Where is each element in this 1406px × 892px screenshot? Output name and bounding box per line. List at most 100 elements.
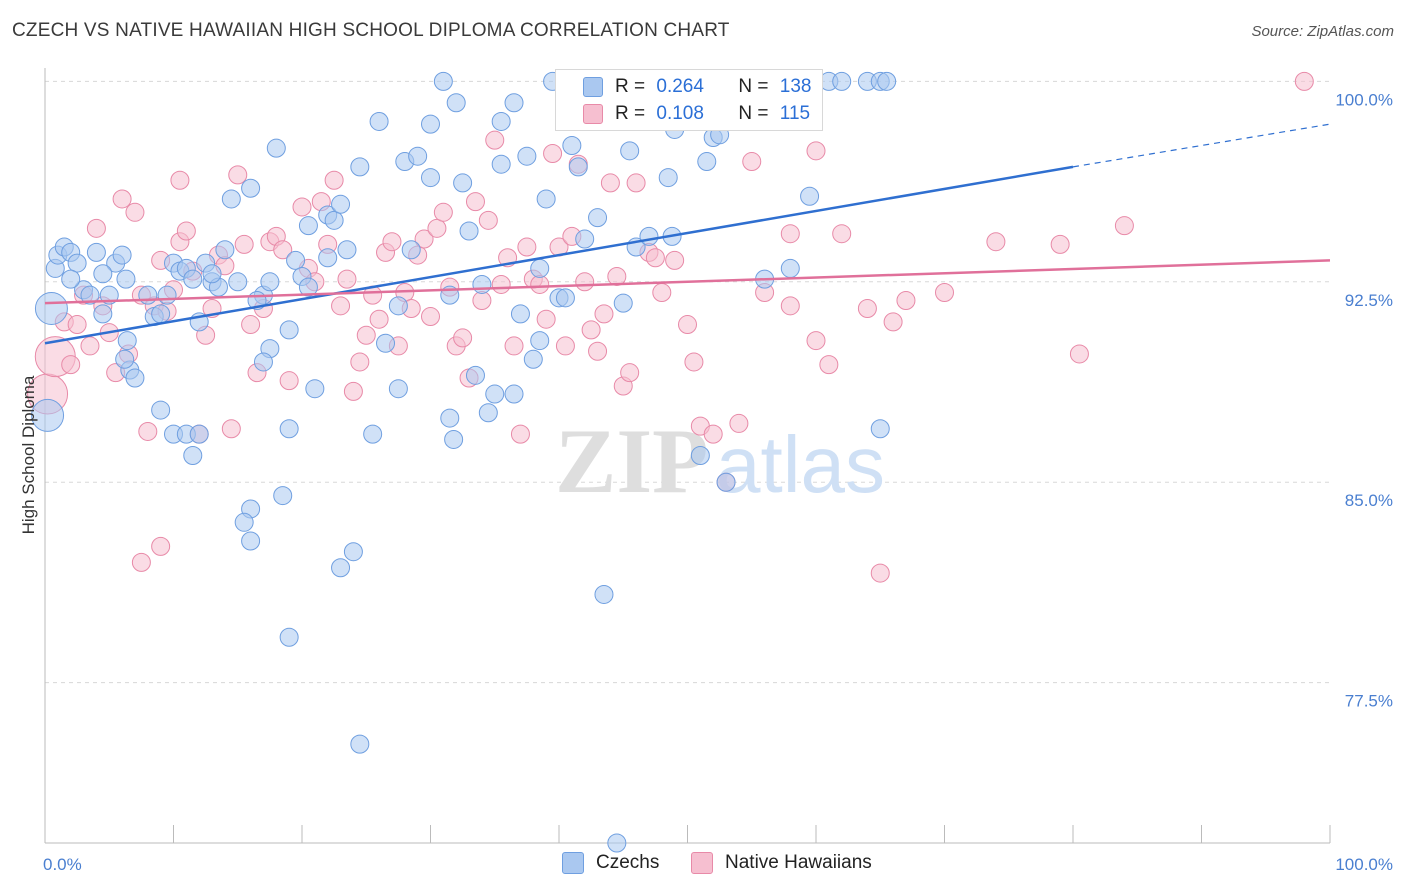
hawaiian-point bbox=[870, 563, 890, 583]
hawaiian-point bbox=[600, 173, 620, 193]
czech-point bbox=[331, 194, 351, 214]
czech-point bbox=[331, 558, 351, 578]
hawaiian-point bbox=[343, 381, 363, 401]
hawaiian-point bbox=[806, 141, 826, 161]
hawaiian-r-label: R = bbox=[615, 103, 646, 124]
czech-point bbox=[183, 269, 203, 289]
hawaiian-point bbox=[1294, 71, 1314, 91]
czech-point bbox=[260, 272, 280, 292]
hawaiian-point bbox=[896, 291, 916, 310]
hawaiian-point bbox=[504, 336, 524, 356]
x-ticks bbox=[44, 825, 1331, 843]
hawaiian-point bbox=[1114, 216, 1134, 236]
hawaiian-point bbox=[581, 320, 601, 340]
czech-point bbox=[350, 157, 370, 177]
czech-point bbox=[241, 178, 261, 198]
hawaiian-point bbox=[620, 363, 640, 383]
hawaiian-point bbox=[279, 371, 299, 391]
hawaiian-point bbox=[356, 325, 376, 345]
legend-item-native-hawaiians[interactable]: Native Hawaiians bbox=[691, 852, 872, 874]
czech-point bbox=[324, 210, 344, 230]
hawaiian-point bbox=[780, 296, 800, 316]
hawaiian-point bbox=[652, 282, 672, 302]
hawaiian-point bbox=[857, 299, 877, 319]
czech-point bbox=[408, 146, 428, 166]
czech-trend-extension bbox=[1072, 123, 1331, 168]
czech-point bbox=[568, 157, 588, 177]
czech-point bbox=[61, 269, 81, 289]
czech-point bbox=[877, 71, 897, 91]
czech-point bbox=[504, 384, 524, 404]
hawaiian-point bbox=[555, 336, 575, 356]
hawaiian-point bbox=[678, 315, 697, 335]
hawaiian-point bbox=[67, 315, 87, 335]
czech-point bbox=[183, 446, 203, 465]
hawaiian-point bbox=[61, 355, 81, 375]
czech-point bbox=[151, 400, 171, 420]
hawaiian-point bbox=[421, 307, 440, 327]
czech-point bbox=[613, 293, 633, 313]
hawaiian-point bbox=[228, 165, 248, 185]
czech-point bbox=[234, 512, 254, 532]
watermark-atlas: atlas bbox=[716, 420, 885, 509]
legend-row-hawaiian: R = 0.108 N = 115 bbox=[556, 101, 810, 127]
hawaiian-point bbox=[491, 274, 511, 294]
y-tick-label: 92.5% bbox=[1345, 291, 1393, 310]
hawaiian-point bbox=[478, 210, 498, 230]
czech-point bbox=[433, 71, 453, 91]
czech-point bbox=[421, 168, 440, 188]
hawaiian-point bbox=[935, 282, 954, 302]
czechs-legend-label: Czechs bbox=[596, 852, 660, 873]
czech-point bbox=[536, 189, 556, 209]
hawaiian-swatch bbox=[583, 104, 603, 124]
hawaiian-point bbox=[382, 232, 402, 252]
y-axis-label: High School Diploma bbox=[19, 375, 38, 534]
hawaiian-point bbox=[86, 218, 106, 238]
hawaiian-point bbox=[241, 315, 261, 335]
hawaiian-point bbox=[626, 173, 646, 193]
czech-point bbox=[388, 379, 408, 399]
legend-row-czech: R = 0.264 N = 138 bbox=[556, 74, 811, 100]
hawaiian-point bbox=[986, 232, 1006, 252]
czech-point bbox=[80, 285, 100, 305]
hawaiian-point bbox=[883, 312, 903, 332]
czech-point bbox=[388, 296, 408, 316]
watermark: ZIP atlas bbox=[555, 410, 885, 512]
czech-point bbox=[478, 403, 498, 423]
czech-point bbox=[202, 264, 222, 284]
czech-r-label: R = bbox=[615, 76, 646, 97]
czech-point bbox=[832, 71, 852, 91]
czech-point bbox=[86, 242, 106, 262]
hawaiian-point bbox=[170, 170, 190, 190]
czech-point bbox=[575, 229, 595, 249]
czech-point bbox=[472, 274, 492, 294]
hawaiian-point bbox=[176, 221, 196, 241]
czech-point bbox=[34, 292, 68, 326]
czech-point bbox=[562, 136, 582, 155]
czech-point bbox=[67, 253, 87, 273]
hawaiian-point bbox=[465, 192, 485, 212]
czech-point bbox=[491, 154, 511, 174]
watermark-zip: ZIP bbox=[555, 410, 708, 512]
hawaiian-point bbox=[536, 309, 556, 329]
hawaiian-point bbox=[729, 413, 749, 433]
czech-point bbox=[112, 245, 132, 265]
hawaiian-point bbox=[510, 424, 530, 444]
czech-point bbox=[440, 408, 460, 428]
hawaiian-n-value: 115 bbox=[779, 103, 811, 124]
hawaiian-point bbox=[780, 224, 800, 244]
series-legend: Czechs Native Hawaiians bbox=[0, 852, 1406, 878]
czech-points bbox=[31, 71, 897, 853]
x-tick-label-min: 0.0% bbox=[43, 855, 82, 874]
czech-point bbox=[363, 424, 383, 444]
czech-point bbox=[453, 173, 473, 193]
hawaiian-point bbox=[324, 170, 344, 190]
czech-point bbox=[690, 446, 710, 465]
czech-n-label: N = bbox=[738, 76, 769, 97]
czech-point bbox=[658, 168, 678, 188]
czech-point bbox=[279, 419, 299, 439]
hawaiian-point bbox=[138, 421, 158, 441]
y-tick-label: 85.0% bbox=[1345, 491, 1393, 510]
legend-item-czechs[interactable]: Czechs bbox=[562, 852, 659, 874]
